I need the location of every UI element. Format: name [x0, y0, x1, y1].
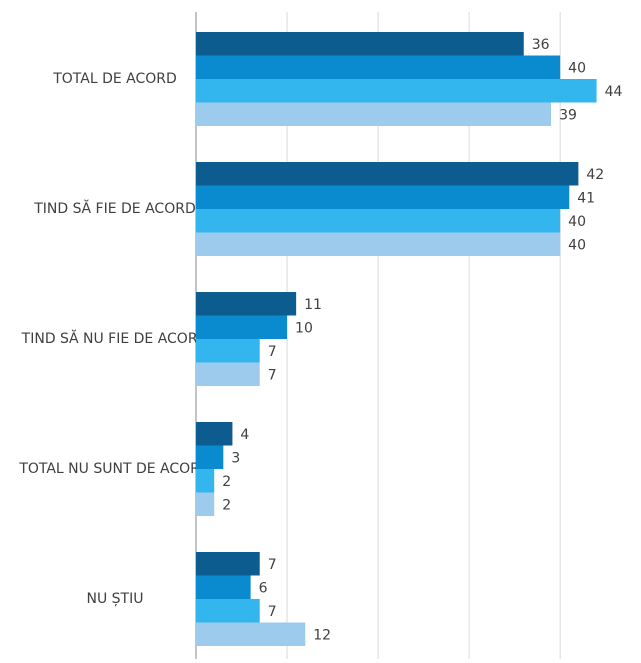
bar: [196, 362, 260, 386]
value-label: 41: [577, 190, 595, 206]
bar: [196, 55, 561, 79]
category-label: TIND SĂ NU FIE DE ACORD: [21, 329, 209, 347]
bar: [196, 32, 524, 56]
bar: [196, 599, 260, 623]
value-label: 39: [559, 107, 577, 123]
value-label: 12: [313, 627, 331, 643]
value-label: 11: [304, 297, 322, 313]
bar: [196, 469, 215, 493]
value-label: 6: [259, 580, 268, 596]
category-label: TIND SĂ FIE DE ACORD: [33, 199, 196, 217]
bar: [196, 102, 552, 126]
bar: [196, 552, 260, 576]
value-label: 40: [568, 60, 586, 76]
bar: [196, 622, 306, 646]
value-label: 3: [231, 450, 240, 466]
value-label: 42: [586, 167, 604, 183]
value-label: 10: [295, 320, 313, 336]
bar: [196, 162, 579, 186]
category-label: TOTAL DE ACORD: [52, 71, 177, 87]
value-label: 7: [268, 367, 277, 383]
bar: [196, 492, 215, 516]
bar: [196, 575, 251, 599]
category-label: NU ȘTIU: [87, 591, 144, 607]
bar: [196, 232, 561, 256]
bar: [196, 185, 570, 209]
value-label: 7: [268, 344, 277, 360]
value-label: 40: [568, 214, 586, 230]
bar: [196, 445, 224, 469]
bar: [196, 339, 260, 363]
value-label: 2: [222, 497, 231, 513]
bar: [196, 292, 297, 316]
bar: [196, 209, 561, 233]
value-label: 7: [268, 557, 277, 573]
value-label: 7: [268, 604, 277, 620]
bar: [196, 79, 597, 103]
value-label: 40: [568, 237, 586, 253]
value-label: 36: [532, 37, 550, 53]
bar: [196, 315, 288, 339]
value-label: 44: [605, 84, 623, 100]
value-label: 2: [222, 474, 231, 490]
value-label: 4: [240, 427, 249, 443]
category-label: TOTAL NU SUNT DE ACORD: [18, 461, 210, 477]
bar: [196, 422, 233, 446]
